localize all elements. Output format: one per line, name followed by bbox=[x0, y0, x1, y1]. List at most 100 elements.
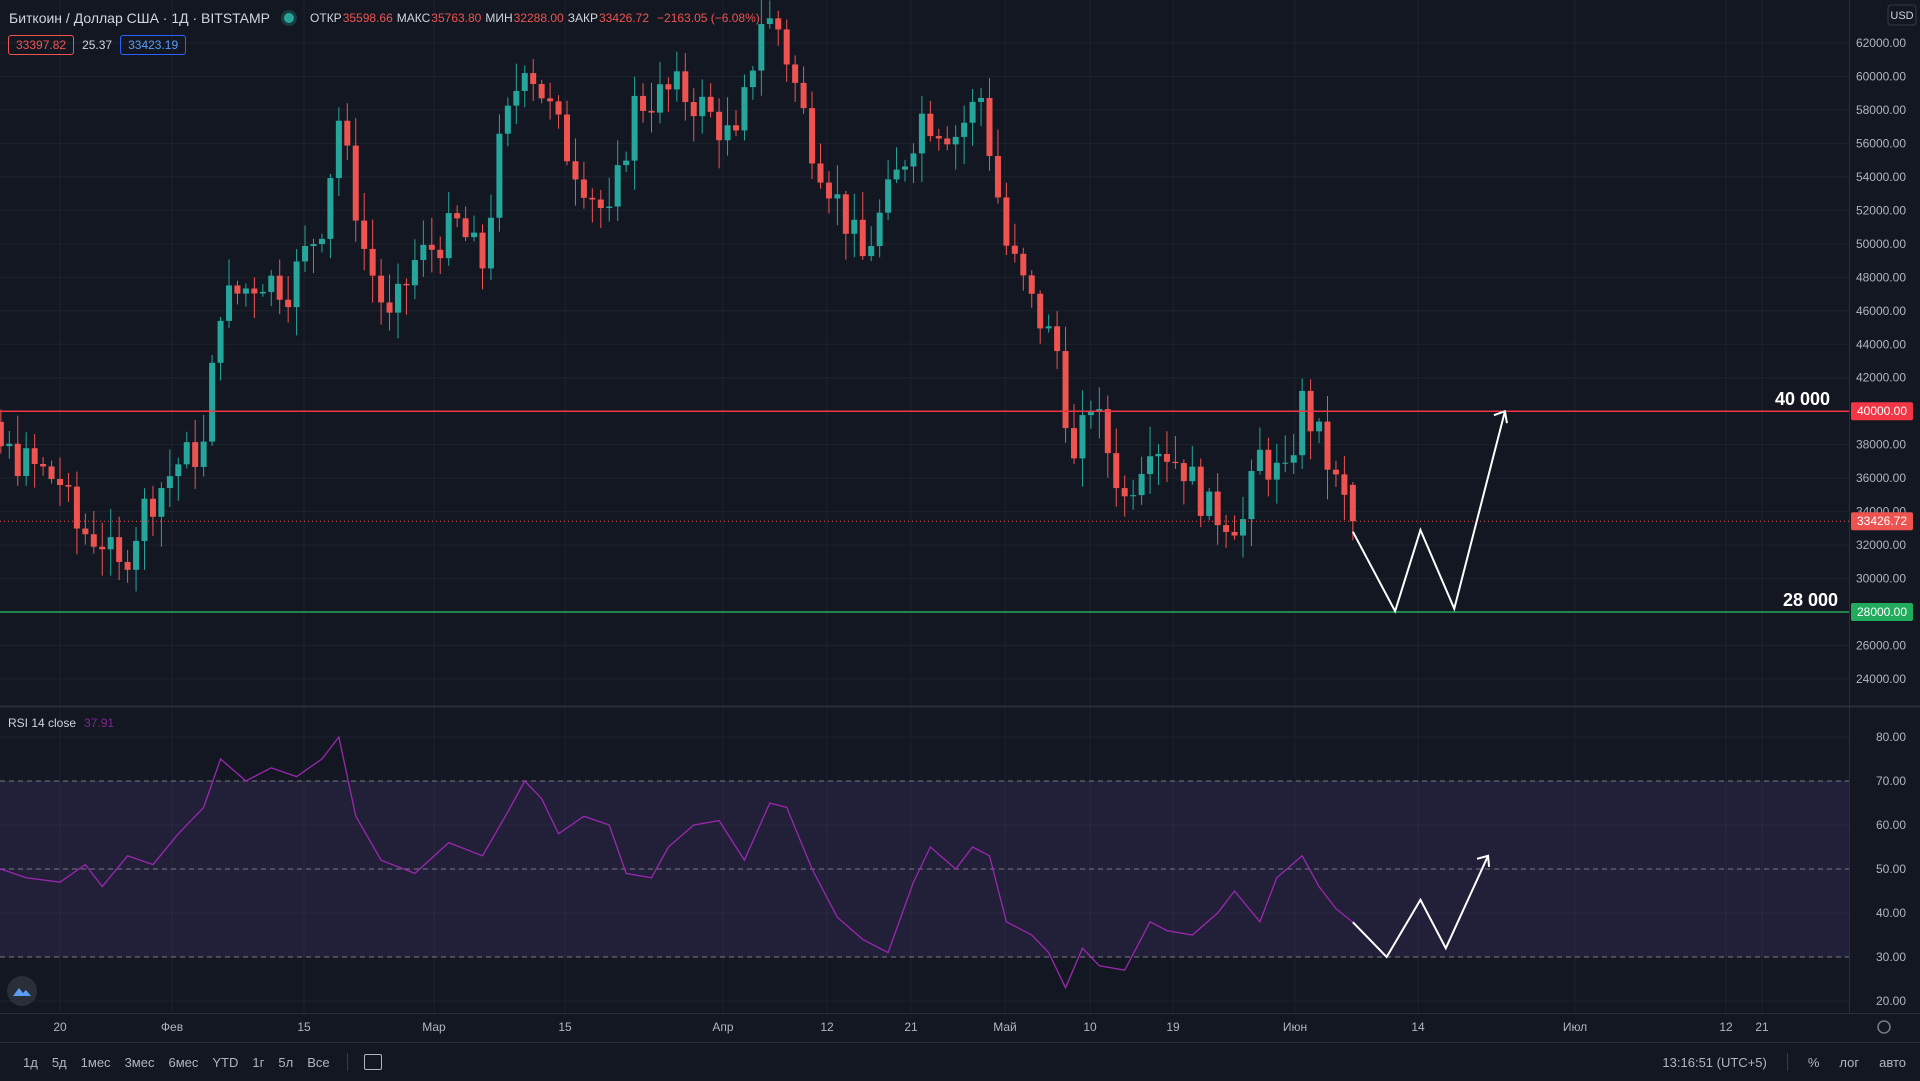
candle-body bbox=[707, 96, 714, 112]
auto-toggle[interactable]: авто bbox=[1879, 1054, 1906, 1070]
timeframe-button[interactable]: 1д bbox=[23, 1054, 38, 1070]
open-label: ОТКР bbox=[310, 11, 342, 25]
candle-body bbox=[1045, 326, 1052, 329]
date-range-icon[interactable] bbox=[363, 1054, 382, 1070]
resistance-level-label: 40 000 bbox=[1775, 389, 1830, 409]
bid-ask-badges: 33397.82 25.37 33423.19 bbox=[8, 35, 187, 55]
candle-body bbox=[6, 443, 13, 447]
candle-body bbox=[817, 163, 824, 183]
time-tick-label: Фев bbox=[161, 1020, 183, 1034]
support-axis-label-bg bbox=[1851, 603, 1913, 622]
candle-body bbox=[1299, 390, 1306, 456]
close-value: 33426.72 bbox=[598, 11, 650, 25]
candle-body bbox=[935, 136, 942, 139]
candle-body bbox=[242, 288, 249, 294]
timeframe-list: 1д 5д 1мес 3мес 6мес YTD 1г 5л Все bbox=[16, 1055, 337, 1070]
candle-body bbox=[994, 156, 1001, 198]
timeframe-button[interactable]: YTD bbox=[212, 1054, 239, 1070]
candle-body bbox=[158, 488, 165, 517]
candle-body bbox=[724, 125, 731, 141]
ask-badge[interactable]: 33423.19 bbox=[120, 35, 187, 55]
open-value: 35598.66 bbox=[342, 11, 393, 25]
candle-body bbox=[606, 206, 613, 209]
candle-body bbox=[1037, 293, 1044, 329]
candle-body bbox=[876, 212, 883, 247]
rsi-name: RSI 14 close bbox=[8, 716, 77, 730]
chart-logo-icon[interactable] bbox=[7, 976, 37, 1006]
candle-body bbox=[335, 120, 342, 179]
candle-body bbox=[665, 84, 672, 90]
candle-body bbox=[1282, 462, 1289, 464]
candle-body bbox=[893, 169, 900, 180]
rsi-header[interactable]: RSI 14 close 37.91 bbox=[8, 716, 114, 730]
price-tick-label: 46000.00 bbox=[1856, 304, 1906, 318]
projection-arrowhead bbox=[1493, 409, 1508, 424]
high-label: МАКС bbox=[396, 11, 431, 25]
candle-body bbox=[809, 108, 816, 164]
candle-body bbox=[99, 546, 106, 550]
candle-body bbox=[124, 561, 131, 570]
candle-body bbox=[902, 166, 908, 170]
resistance-axis-label: 40000.00 bbox=[1857, 404, 1907, 418]
candle-body bbox=[564, 114, 570, 162]
candle-body bbox=[1147, 456, 1154, 474]
candle-body bbox=[1189, 466, 1196, 482]
candle-body bbox=[986, 97, 993, 157]
clock[interactable]: 13:16:51 (UTC+5) bbox=[1662, 1054, 1767, 1070]
candle-body bbox=[48, 466, 55, 480]
timeframe-button[interactable]: Все bbox=[307, 1054, 330, 1070]
chart-canvas[interactable]: 40 000 28 000 24000.00 26000.00 30000.00 3200… bbox=[0, 0, 1920, 1042]
time-tick-label: Май bbox=[993, 1020, 1017, 1034]
price-tick-label: 48000.00 bbox=[1856, 270, 1906, 284]
candle-body bbox=[1172, 461, 1179, 464]
candle-body bbox=[682, 71, 689, 103]
last-price-axis-label-bg bbox=[1851, 512, 1913, 531]
candle-body bbox=[1062, 351, 1069, 429]
bid-badge[interactable]: 33397.82 bbox=[8, 35, 75, 55]
timeframe-button[interactable]: 5д bbox=[51, 1054, 67, 1070]
timeframe-button[interactable]: 3мес bbox=[124, 1054, 155, 1070]
candle-body bbox=[792, 64, 799, 83]
time-tick-label: 20 bbox=[53, 1020, 67, 1034]
timeframe-button[interactable]: 1г bbox=[252, 1054, 265, 1070]
candle-body bbox=[293, 261, 300, 308]
candle-body bbox=[259, 291, 266, 294]
candle-body bbox=[699, 96, 706, 117]
timeframe-button[interactable]: 1мес bbox=[80, 1054, 111, 1070]
candle-body bbox=[504, 105, 511, 134]
time-tick-label: Мар bbox=[422, 1020, 446, 1034]
candle-body bbox=[656, 84, 663, 113]
candle-body bbox=[766, 18, 773, 25]
timeframe-button[interactable]: 6мес bbox=[168, 1054, 199, 1070]
candle-body bbox=[1197, 466, 1204, 516]
candle-body bbox=[513, 90, 520, 106]
rsi-line bbox=[0, 735, 1354, 990]
candle-body bbox=[800, 82, 807, 109]
percent-toggle[interactable]: % bbox=[1807, 1054, 1820, 1070]
candle-body bbox=[1273, 462, 1280, 480]
candle-body bbox=[82, 528, 89, 535]
price-tick-label: 62000.00 bbox=[1856, 36, 1906, 50]
low-label: МИН bbox=[485, 11, 513, 25]
candle-body bbox=[428, 244, 435, 250]
candle-body bbox=[445, 213, 452, 259]
timeframe-button[interactable]: 5л bbox=[278, 1054, 294, 1070]
rsi-tick-label: 40.00 bbox=[1876, 906, 1906, 920]
candle-body bbox=[1020, 253, 1027, 276]
candle-body bbox=[1104, 409, 1111, 454]
candle-body bbox=[910, 153, 917, 167]
candle-body bbox=[192, 442, 199, 467]
candle-body bbox=[631, 95, 638, 161]
candle-body bbox=[1324, 421, 1331, 470]
candle-body bbox=[479, 232, 486, 269]
rsi-tick-label: 30.00 bbox=[1876, 950, 1906, 964]
resistance-axis-label-bg bbox=[1851, 402, 1913, 421]
candle-body bbox=[73, 486, 80, 529]
candle-body bbox=[733, 125, 739, 131]
symbol-title[interactable]: Биткоин / Доллар США · 1Д · BITSTAMP bbox=[9, 10, 271, 26]
settings-gear-icon[interactable] bbox=[1877, 1020, 1891, 1034]
candle-body bbox=[1341, 474, 1348, 495]
candle-body bbox=[234, 285, 241, 294]
log-toggle[interactable]: лог bbox=[1839, 1054, 1860, 1070]
close-label: ЗАКР bbox=[567, 11, 598, 25]
